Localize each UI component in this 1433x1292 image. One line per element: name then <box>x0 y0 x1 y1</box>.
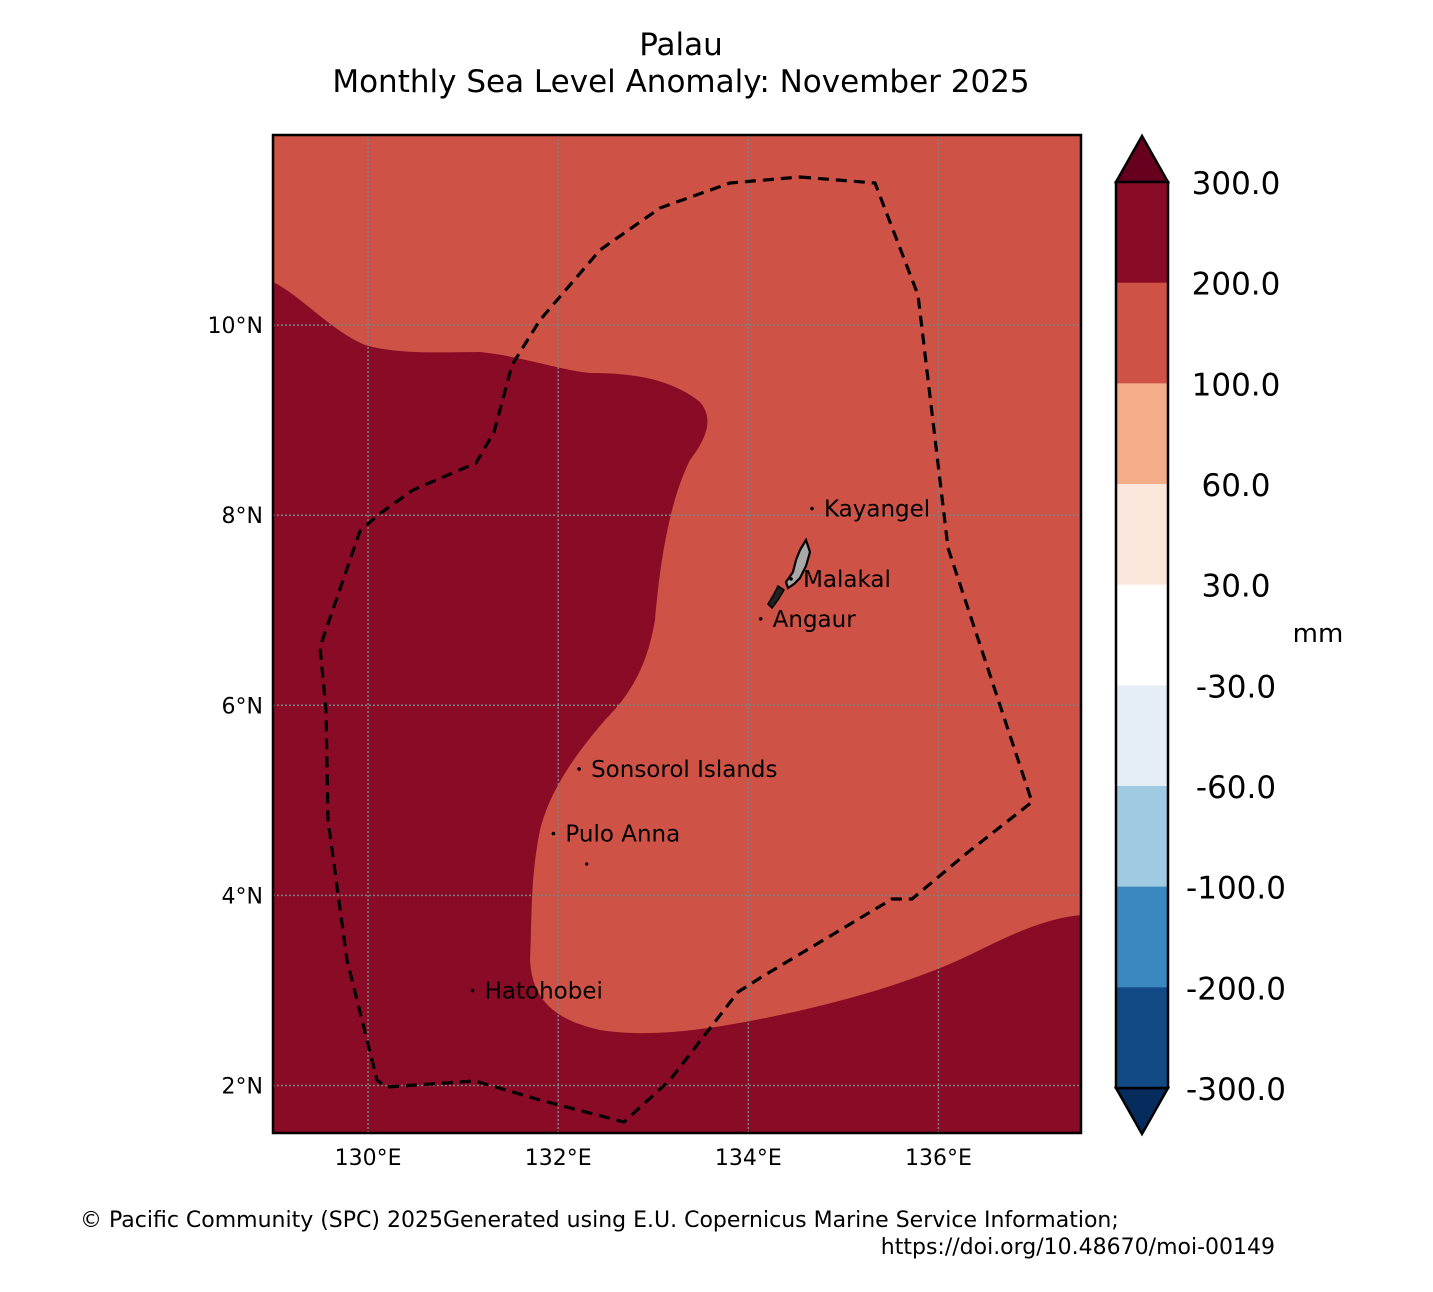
map-subtitle: Monthly Sea Level Anomaly: November 2025 <box>332 64 1030 100</box>
colorbar-band <box>1116 383 1168 485</box>
longitude-ticks: 130°E 132°E 134°E 136°E <box>335 1146 972 1171</box>
y-tick-label: 10°N <box>208 314 263 339</box>
y-tick-label: 4°N <box>222 884 263 909</box>
credit-line-1: © Pacific Community (SPC) 2025Generated … <box>80 1208 1119 1233</box>
colorbar-tick-label: 100.0 <box>1192 367 1281 403</box>
place-label: Kayangel <box>824 497 930 523</box>
colorbar-under-arrow <box>1113 1086 1171 1137</box>
place-marker <box>789 577 793 581</box>
x-tick-label: 134°E <box>715 1146 782 1171</box>
place-marker <box>758 616 763 621</box>
colorbar-over-arrow <box>1113 133 1171 184</box>
place-label: Pulo Anna <box>565 822 680 848</box>
colorbar-tick-label: 200.0 <box>1192 267 1281 303</box>
place-label: Hatohobei <box>485 978 603 1004</box>
colorbar-tick-label: 300.0 <box>1192 166 1281 202</box>
place-label: Sonsorol Islands <box>591 757 777 783</box>
colorbar-frame <box>1114 180 1170 1090</box>
place-marker <box>577 767 581 771</box>
colorbar-band <box>1116 987 1168 1089</box>
colorbar-tick-label: -60.0 <box>1196 770 1276 806</box>
colorbar-tick-label: 30.0 <box>1201 569 1270 605</box>
credit-line-2: https://doi.org/10.48670/moi-00149 <box>880 1235 1275 1260</box>
place-marker <box>551 831 556 836</box>
place-marker <box>470 988 475 993</box>
y-tick-label: 2°N <box>222 1074 263 1099</box>
colorbar-tick-label: -30.0 <box>1196 669 1276 705</box>
islet-marker <box>585 862 589 866</box>
colorbar-tick-label: -100.0 <box>1186 871 1286 907</box>
colorbar-band <box>1116 282 1168 384</box>
map-frame <box>271 133 1083 1135</box>
latitude-ticks: 10°N 8°N 6°N 4°N 2°N <box>208 314 263 1099</box>
anomaly-region-high <box>273 282 1081 1133</box>
place-label: Angaur <box>773 607 857 633</box>
y-tick-label: 8°N <box>222 504 263 529</box>
map-panel: Kayangel Malakal Angaur Sonsorol Islands Pul… <box>208 133 1083 1171</box>
colorbar-band <box>1116 182 1168 284</box>
palau-rock-islands <box>767 584 786 610</box>
palau-main-islands <box>784 537 812 590</box>
gridlines <box>273 135 1081 1133</box>
colorbar-band <box>1116 786 1168 888</box>
place-label: Malakal <box>803 567 891 593</box>
colorbar-tick-label: 60.0 <box>1201 468 1270 504</box>
colorbar-tick-label: -300.0 <box>1186 1072 1286 1108</box>
colorbar-tick-label: -200.0 <box>1186 971 1286 1007</box>
y-tick-label: 6°N <box>222 694 263 719</box>
place-marker <box>810 506 814 511</box>
eez-boundary <box>318 175 1034 1124</box>
x-tick-label: 130°E <box>335 1146 402 1171</box>
colorbar-unit-label: mm <box>1293 619 1344 649</box>
map-title: Palau <box>639 27 723 63</box>
colorbar-band <box>1116 886 1168 988</box>
colorbar-band <box>1116 484 1168 586</box>
x-tick-label: 136°E <box>905 1146 972 1171</box>
colorbar-band <box>1116 584 1168 686</box>
x-tick-label: 132°E <box>525 1146 592 1171</box>
place-markers: Kayangel Malakal Angaur Sonsorol Islands Pul… <box>470 497 930 1004</box>
colorbar: 300.0 200.0 100.0 60.0 30.0 -30.0 -60.0 -100.0 -… <box>1113 133 1344 1137</box>
colorbar-band <box>1116 685 1168 787</box>
